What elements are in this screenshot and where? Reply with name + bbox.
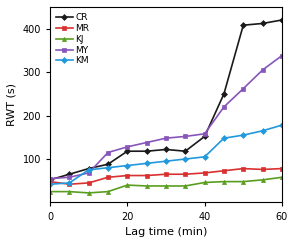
CR bbox=[87, 167, 91, 170]
MR bbox=[280, 167, 284, 170]
MY bbox=[280, 54, 284, 57]
X-axis label: Lag time (min): Lag time (min) bbox=[125, 227, 207, 237]
MR bbox=[106, 176, 110, 179]
KJ bbox=[48, 190, 52, 193]
MY bbox=[68, 176, 71, 179]
KM bbox=[242, 134, 245, 137]
Line: KM: KM bbox=[48, 123, 284, 186]
CR bbox=[145, 150, 148, 153]
CR bbox=[48, 178, 52, 181]
KM bbox=[48, 183, 52, 186]
CR bbox=[242, 24, 245, 27]
CR bbox=[106, 163, 110, 166]
Line: CR: CR bbox=[48, 18, 284, 182]
KM bbox=[145, 162, 148, 165]
MY bbox=[106, 151, 110, 154]
CR bbox=[68, 173, 71, 176]
MY bbox=[203, 132, 206, 135]
KM bbox=[106, 166, 110, 169]
MR bbox=[48, 180, 52, 183]
MY bbox=[164, 137, 168, 140]
MR bbox=[68, 183, 71, 186]
Line: KJ: KJ bbox=[48, 175, 284, 195]
CR bbox=[126, 150, 129, 153]
MY bbox=[87, 172, 91, 174]
Line: MR: MR bbox=[48, 166, 284, 186]
CR bbox=[222, 92, 226, 95]
KJ bbox=[145, 184, 148, 187]
KM bbox=[68, 182, 71, 184]
MY bbox=[48, 177, 52, 180]
MR bbox=[145, 174, 148, 177]
KM bbox=[164, 160, 168, 163]
MR bbox=[126, 174, 129, 177]
Line: MY: MY bbox=[48, 53, 284, 181]
KM bbox=[87, 168, 91, 171]
KM bbox=[126, 164, 129, 167]
MR bbox=[183, 173, 187, 176]
MY bbox=[145, 141, 148, 144]
KM bbox=[280, 124, 284, 127]
Y-axis label: RWT (s): RWT (s) bbox=[7, 83, 17, 126]
MR bbox=[164, 173, 168, 176]
KJ bbox=[261, 178, 264, 181]
KJ bbox=[203, 181, 206, 184]
CR bbox=[164, 148, 168, 151]
KJ bbox=[87, 192, 91, 194]
KJ bbox=[106, 190, 110, 193]
Legend: CR, MR, KJ, MY, KM: CR, MR, KJ, MY, KM bbox=[55, 11, 91, 67]
MR bbox=[242, 167, 245, 170]
KM bbox=[261, 129, 264, 132]
MR bbox=[222, 169, 226, 172]
MY bbox=[242, 87, 245, 90]
CR bbox=[203, 135, 206, 138]
MR bbox=[261, 168, 264, 171]
MR bbox=[87, 182, 91, 184]
KJ bbox=[126, 184, 129, 187]
KJ bbox=[68, 190, 71, 193]
KM bbox=[183, 158, 187, 161]
KJ bbox=[222, 180, 226, 183]
CR bbox=[280, 19, 284, 21]
CR bbox=[261, 22, 264, 25]
KJ bbox=[183, 184, 187, 187]
KJ bbox=[242, 180, 245, 183]
MY bbox=[183, 135, 187, 138]
KM bbox=[222, 137, 226, 140]
KJ bbox=[280, 176, 284, 179]
MY bbox=[261, 69, 264, 71]
KJ bbox=[164, 184, 168, 187]
MY bbox=[222, 105, 226, 108]
KM bbox=[203, 155, 206, 158]
CR bbox=[183, 150, 187, 153]
MY bbox=[126, 145, 129, 148]
MR bbox=[203, 172, 206, 174]
